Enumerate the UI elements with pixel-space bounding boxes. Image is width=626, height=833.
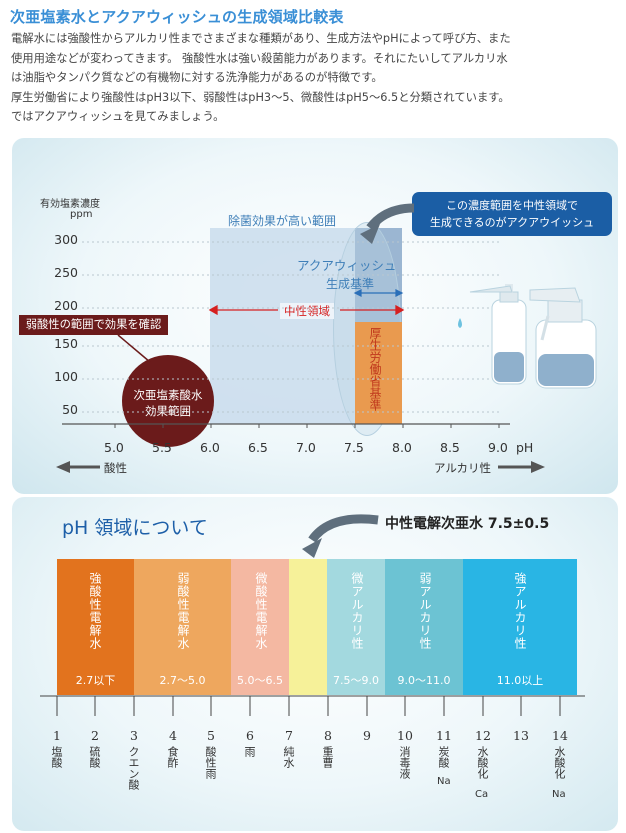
y-axis-unit: ppm xyxy=(70,209,93,220)
ph-number: 1 xyxy=(53,728,61,743)
y-tick: 100 xyxy=(54,369,78,384)
y-tick: 300 xyxy=(54,232,78,247)
substance-formula: Ca xyxy=(475,789,489,800)
ph-number: 5 xyxy=(207,728,215,743)
substance-formula: Na xyxy=(552,789,566,800)
circle-label-line: 次亜塩素酸水 xyxy=(133,388,203,402)
page-title: 次亜塩素水とアクアウィッシュの生成領域比較表 xyxy=(10,8,344,26)
mhlw-standard-box xyxy=(355,322,402,424)
substance-label: 硫酸 xyxy=(88,746,101,768)
x-tick: 9.0 xyxy=(488,440,508,455)
y-tick: 250 xyxy=(54,265,78,280)
band-range: 9.0〜11.0 xyxy=(397,674,451,687)
chart-graphics xyxy=(56,203,597,473)
aquawish-label: アクアウィッシュ xyxy=(297,258,397,273)
band-label: 弱酸性電解水 xyxy=(176,572,190,650)
y-tick: 200 xyxy=(54,298,78,313)
aquawish-standard-label: 生成基準 xyxy=(326,277,375,291)
band-weak-acid xyxy=(134,559,231,695)
acid-label: 酸性 xyxy=(104,461,127,475)
x-tick: 7.0 xyxy=(296,440,316,455)
x-tick: 7.5 xyxy=(344,440,364,455)
x-tick: 5.5 xyxy=(152,440,172,455)
ph-number: 13 xyxy=(513,728,529,743)
y-tick: 150 xyxy=(54,336,78,351)
band-range: 2.7〜5.0 xyxy=(159,674,206,687)
band-range: 5.0〜6.5 xyxy=(237,674,283,687)
band-slight-alkali xyxy=(327,559,385,695)
ph-number: 10 xyxy=(397,728,413,743)
ph-section-heading: pH 領域について xyxy=(62,517,208,539)
band-range: 2.7以下 xyxy=(75,674,116,687)
weak-acid-box: 弱酸性の範囲で効果を確認 xyxy=(19,315,168,335)
substance-label: 水酸化 xyxy=(553,746,566,779)
hypochlorous-effect-circle xyxy=(122,355,214,447)
ph-number: 7 xyxy=(285,728,293,743)
band-range: 7.5〜9.0 xyxy=(333,674,379,687)
high-effect-label: 除菌効果が高い範囲 xyxy=(228,214,337,228)
substance-label: 食酢 xyxy=(166,746,179,768)
band-label: 微酸性電解水 xyxy=(254,572,268,650)
x-tick: 6.0 xyxy=(200,440,220,455)
band-label: 弱アルカリ性 xyxy=(418,572,432,650)
neutral-region-label: 中性領域 xyxy=(280,303,334,319)
x-tick: 8.0 xyxy=(392,440,412,455)
ph-number: 3 xyxy=(130,728,138,743)
intro-line: 電解水には強酸性からアルカリ性までさまざまな種類があり、生成方法やpHによって呼… xyxy=(11,32,511,45)
circle-label-line: 効果範囲 xyxy=(145,404,191,418)
band-label: 微アルカリ性 xyxy=(350,572,364,650)
x-axis-unit: pH xyxy=(516,440,534,455)
ph-number: 12 xyxy=(475,728,491,743)
callout-line: 生成できるのがアクアウイッシュ xyxy=(429,216,595,229)
y-tick: 50 xyxy=(62,402,78,417)
ph-number: 11 xyxy=(436,728,452,743)
ph-number: 14 xyxy=(552,728,568,743)
band-neutral xyxy=(289,559,327,695)
ph-number: 9 xyxy=(363,728,371,743)
substance-label: 消毒液 xyxy=(398,746,411,779)
x-tick: 8.5 xyxy=(440,440,460,455)
intro-line: 使用用途などが変わってきます。 強酸性水は強い殺菌能力があります。それにたいして… xyxy=(11,51,508,65)
mhlw-standard-label: 厚生労働省基準 xyxy=(368,327,382,411)
substance-label: 酸性雨 xyxy=(204,746,217,779)
band-weak-alkali xyxy=(385,559,463,695)
callout-line: この濃度範囲を中性領域で xyxy=(446,199,578,212)
callout-box: この濃度範囲を中性領域で 生成できるのがアクアウイッシュ xyxy=(412,192,612,236)
ph-number: 2 xyxy=(91,728,99,743)
substance-formula: Na xyxy=(437,776,451,787)
band-range: 11.0以上 xyxy=(496,674,544,687)
band-strong-alkali xyxy=(463,559,577,695)
substance-label: 炭酸 xyxy=(437,746,450,768)
neutral-note: 中性電解次亜水 7.5±0.5 xyxy=(385,516,550,532)
substance-label: 純水 xyxy=(282,746,295,768)
band-slight-acid xyxy=(231,559,289,695)
y-axis-label: 有効塩素濃度 xyxy=(40,199,100,210)
ph-number: 4 xyxy=(169,728,177,743)
substance-label: 重曹 xyxy=(321,746,334,768)
trigger-spray-icon xyxy=(529,287,597,389)
intro-line: 厚生労働省により強酸性はpH3以下、弱酸性はpH3～5、微酸性はpH5～6.5と… xyxy=(11,90,510,104)
intro-line: ではアクアウィッシュを見てみましょう。 xyxy=(11,110,225,124)
x-tick: 5.0 xyxy=(104,440,124,455)
substance-label: 雨 xyxy=(243,746,256,757)
band-label: 強酸性電解水 xyxy=(88,572,102,650)
spray-bottle-icon xyxy=(458,284,527,385)
substance-label: クエン酸 xyxy=(127,746,140,790)
circle-label: 次亜塩素酸水 効果範囲 xyxy=(122,387,214,419)
substance-label: 水酸化 xyxy=(476,746,489,779)
band-label: 強アルカリ性 xyxy=(513,572,527,650)
intro-text: 電解水には強酸性からアルカリ性までさまざまな種類があり、生成方法やpHによって呼… xyxy=(11,29,619,127)
ph-number: 6 xyxy=(246,728,254,743)
alkali-label: アルカリ性 xyxy=(434,461,492,475)
intro-line: は油脂やタンパク質などの有機物に対する洗浄能力があるのが特徴です。 xyxy=(11,71,383,85)
substance-label: 塩酸 xyxy=(50,746,63,768)
band-strong-acid xyxy=(57,559,134,695)
x-tick: 6.5 xyxy=(248,440,268,455)
ph-number: 8 xyxy=(324,728,332,743)
